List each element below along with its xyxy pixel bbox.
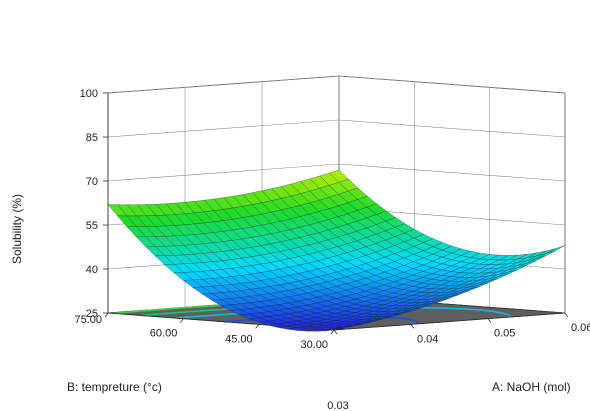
wall-grid-line [338,163,566,182]
x-tick-label: 0.03 [327,400,348,411]
z-tick-label: 55 [86,220,98,232]
z-tick-label: 70 [86,176,98,188]
wall-grid-line [338,75,566,94]
surface-cell [324,328,344,332]
wall-grid-line [338,119,566,138]
y-axis-line [107,312,335,331]
x-axis-label: A: NaOH (mol) [492,380,571,394]
y-tick-label: 75.00 [74,314,102,326]
surface-mesh [107,169,566,332]
x-tick-mark [487,318,492,323]
tick-labels: 25 40 55 70 85 100 0.03 0.04 0.05 0.06 30.00 45.00 6… [74,88,590,411]
y-axis-label: B: tempreture (°c) [67,380,162,394]
x-tick-label: 0.05 [494,328,515,340]
y-tick-label: 45.00 [225,333,253,345]
z-tick-label: 25 [86,308,98,320]
x-tick-mark [410,324,415,329]
x-axis-line [333,312,566,331]
y-tick-mark [180,318,184,323]
z-tick-label: 85 [86,132,98,144]
z-tick-label: 100 [80,88,98,100]
wall-grid-line [107,163,340,182]
y-tick-label: 60.00 [150,328,178,340]
y-tick-mark [104,312,109,318]
x-tick-mark [564,312,569,318]
x-tick-label: 0.06 [571,322,590,334]
wall-grid-line [107,119,340,138]
z-axis-label: Solubility (%) [10,194,24,264]
y-tick-mark [330,329,335,335]
x-tick-label: 0.04 [417,333,438,345]
wall-grid-line [107,75,340,94]
x-tick-mark [333,329,338,335]
front-edges [107,93,566,331]
y-tick-mark [255,324,259,329]
y-tick-label: 30.00 [300,339,328,351]
z-tick-label: 40 [86,264,98,276]
